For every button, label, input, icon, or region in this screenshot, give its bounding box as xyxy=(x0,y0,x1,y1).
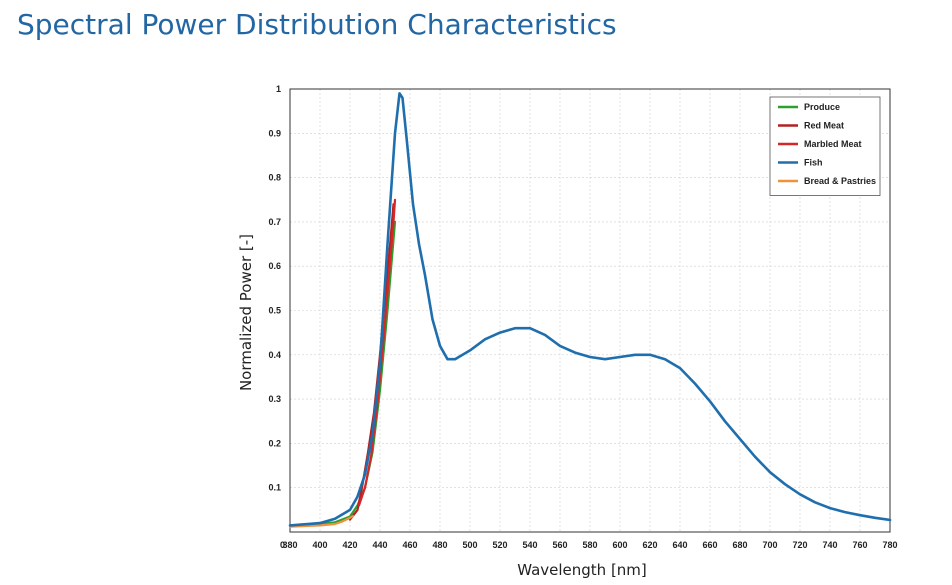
x-tick-label: 600 xyxy=(612,540,627,550)
x-tick-label: 680 xyxy=(732,540,747,550)
x-tick-label: 560 xyxy=(552,540,567,550)
x-tick-label: 760 xyxy=(852,540,867,550)
x-tick-label: 580 xyxy=(582,540,597,550)
x-tick-label: 440 xyxy=(372,540,387,550)
series-layer xyxy=(288,92,892,528)
y-tick-label: 0.1 xyxy=(268,483,281,493)
plot-frame xyxy=(289,88,891,533)
legend-label-produce: Produce xyxy=(804,102,840,112)
x-tick-label: 400 xyxy=(312,540,327,550)
y-tick-labels: 0.1 0.2 0.3 0.4 0.5 0.6 0.7 0.8 0.9 1 xyxy=(268,84,281,493)
y-tick-label: 1 xyxy=(276,84,281,94)
y-tick-label: 0.5 xyxy=(268,306,281,316)
x-tick-labels: 380 400 420 440 460 480 500 520 540 560 580 600 620 6… xyxy=(282,540,897,550)
x-tick-label: 380 xyxy=(282,540,297,550)
y-tick-label: 0.7 xyxy=(268,217,281,227)
x-tick-label: 700 xyxy=(762,540,777,550)
page-title: Spectral Power Distribution Characterist… xyxy=(17,8,617,41)
series-line-bread-pastries xyxy=(288,514,355,528)
x-tick-label: 660 xyxy=(702,540,717,550)
y-tick-label: 0.9 xyxy=(268,128,281,138)
legend: Produce Red Meat Marbled Meat Fish Bread & P… xyxy=(769,96,881,196)
origin-tick-label: 0 xyxy=(280,540,285,550)
y-axis-title: Normalized Power [-] xyxy=(237,234,255,391)
legend-label-marbled-meat: Marbled Meat xyxy=(804,139,862,149)
y-tick-label: 0.2 xyxy=(268,438,281,448)
legend-label-fish: Fish xyxy=(804,158,823,168)
y-tick-label: 0.4 xyxy=(268,350,281,360)
series-line-marbled-meat xyxy=(357,198,397,507)
series-line-fish xyxy=(288,92,892,527)
legend-box xyxy=(769,96,881,196)
x-tick-label: 620 xyxy=(642,540,657,550)
legend-label-red-meat: Red Meat xyxy=(804,121,844,131)
x-tick-label: 460 xyxy=(402,540,417,550)
x-tick-label: 780 xyxy=(882,540,897,550)
y-tick-label: 0.6 xyxy=(268,261,281,271)
x-tick-label: 720 xyxy=(792,540,807,550)
x-tick-label: 540 xyxy=(522,540,537,550)
legend-label-bread-pastries: Bread & Pastries xyxy=(804,176,876,186)
x-axis-title: Wavelength [nm] xyxy=(517,561,647,579)
x-tick-label: 480 xyxy=(432,540,447,550)
x-tick-label: 740 xyxy=(822,540,837,550)
x-tick-label: 520 xyxy=(492,540,507,550)
x-tick-label: 640 xyxy=(672,540,687,550)
y-tick-label: 0.8 xyxy=(268,173,281,183)
y-tick-label: 0.3 xyxy=(268,394,281,404)
x-tick-label: 420 xyxy=(342,540,357,550)
x-tick-label: 500 xyxy=(462,540,477,550)
